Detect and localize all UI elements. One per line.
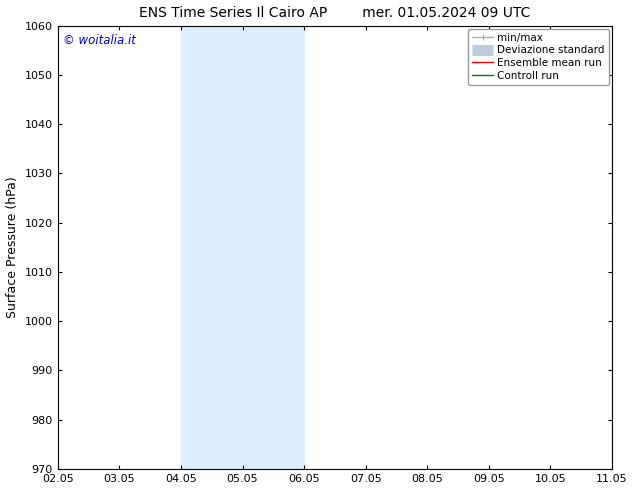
Bar [612, 25, 634, 469]
Legend: min/max, Deviazione standard, Ensemble mean run, Controll run: min/max, Deviazione standard, Ensemble m… [468, 29, 609, 85]
Text: © woitalia.it: © woitalia.it [63, 34, 136, 48]
Y-axis label: Surface Pressure (hPa): Surface Pressure (hPa) [6, 176, 19, 318]
Bar [243, 25, 304, 469]
Bar [181, 25, 243, 469]
Title: ENS Time Series Il Cairo AP        mer. 01.05.2024 09 UTC: ENS Time Series Il Cairo AP mer. 01.05.2… [139, 6, 531, 20]
